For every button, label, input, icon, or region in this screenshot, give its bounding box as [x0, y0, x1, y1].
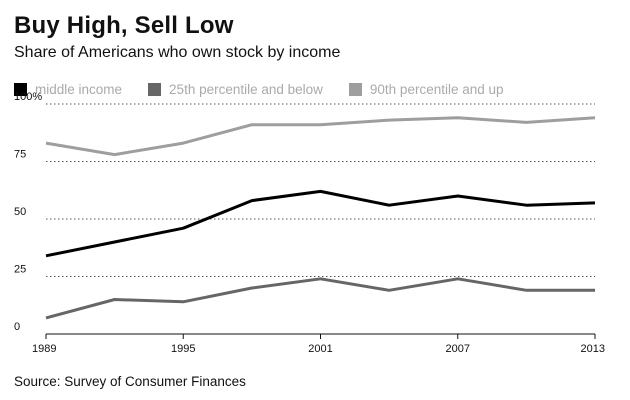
legend-item-90th-percentile: 90th percentile and up	[348, 82, 504, 97]
source-note: Source: Survey of Consumer Finances	[14, 374, 246, 389]
x-tick-label-1995: 1995	[171, 343, 195, 355]
legend-swatch-25th-percentile	[148, 83, 162, 96]
series-line-middle-income	[45, 189, 596, 258]
y-tick-label-50: 50	[14, 206, 26, 218]
legend-label-middle-income: middle income	[35, 82, 123, 97]
y-tick-label-75: 75	[14, 149, 26, 161]
chart-title: Buy High, Sell Low	[14, 12, 234, 39]
legend: middle income 25th percentile and below …	[14, 82, 530, 97]
y-tick-label-25: 25	[14, 264, 26, 276]
x-tick-label-2013: 2013	[581, 343, 605, 355]
y-tick-label-0: 0	[14, 321, 20, 333]
legend-swatch-middle-income	[14, 83, 27, 96]
chart-subtitle: Share of Americans who own stock by inco…	[14, 44, 341, 61]
legend-label-25th-percentile: 25th percentile and below	[169, 82, 323, 97]
x-tick-label-2001: 2001	[308, 343, 332, 355]
series-line-25th-percentile-and-below	[45, 277, 595, 320]
y-tick-label-100: 100%	[14, 91, 42, 103]
legend-item-25th-percentile: 25th percentile and below	[148, 82, 323, 97]
legend-item-middle-income: middle income	[14, 82, 122, 97]
series-line-90th-percentile-and-up	[45, 116, 596, 157]
legend-swatch-90th-percentile	[348, 83, 362, 96]
x-tick-label-2007: 2007	[446, 343, 470, 355]
legend-label-90th-percentile: 90th percentile and up	[369, 82, 504, 97]
x-tick-label-1989: 1989	[32, 343, 56, 355]
